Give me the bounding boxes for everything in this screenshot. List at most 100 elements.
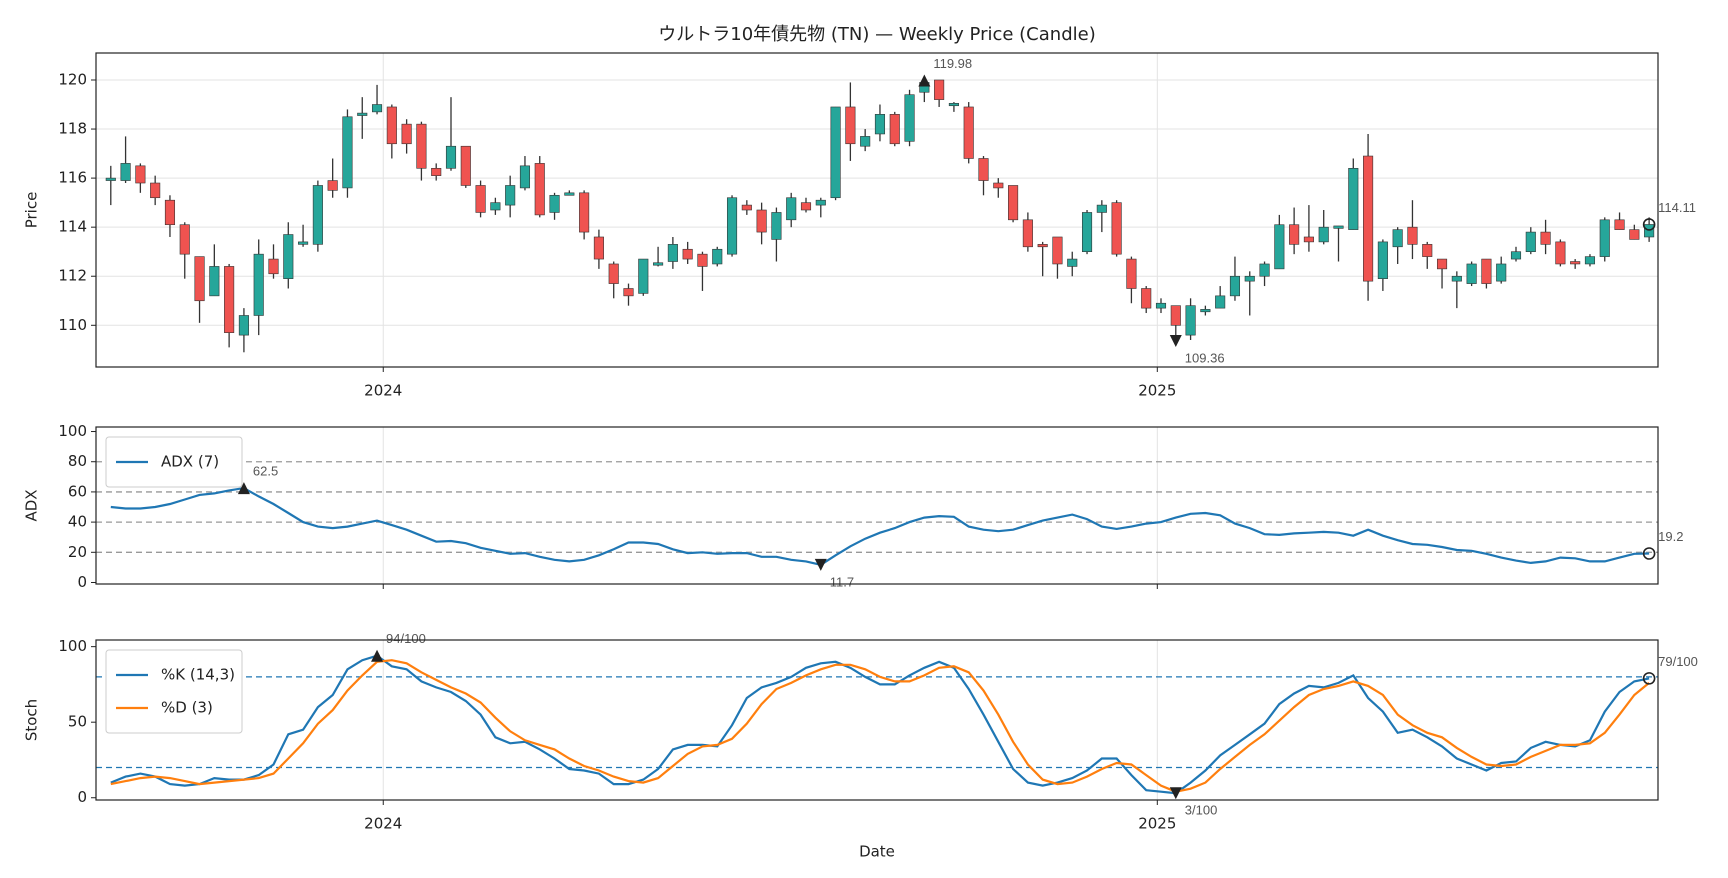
- candle-body: [445, 145, 457, 169]
- candle-body: [1229, 275, 1241, 297]
- candle-body: [579, 192, 590, 233]
- candle-body: [1141, 288, 1152, 309]
- candle-body: [416, 123, 427, 169]
- candle-body: [1481, 258, 1492, 284]
- annotation-label: 3/100: [1185, 803, 1218, 818]
- candle-body: [490, 202, 501, 211]
- candle-body: [1466, 263, 1477, 284]
- candle-body: [1200, 309, 1211, 313]
- annotation-marker: [1169, 334, 1182, 347]
- candle-body: [1363, 155, 1374, 282]
- candle-body: [682, 248, 693, 260]
- candle-body: [1333, 225, 1344, 229]
- candle-body: [593, 236, 604, 260]
- candle-body: [623, 288, 634, 297]
- candle-body: [1259, 263, 1270, 277]
- candle-body: [1008, 185, 1019, 221]
- candle-body: [756, 209, 767, 233]
- legend-label: %D (3): [161, 699, 213, 717]
- y-axis-label: ADX: [23, 489, 41, 521]
- candle-body: [697, 253, 708, 267]
- candle-body: [993, 182, 1004, 189]
- candle-body: [1037, 244, 1048, 248]
- candle-body: [1392, 229, 1403, 248]
- y-axis-label: Stoch: [23, 699, 41, 741]
- candle-body: [1436, 258, 1448, 270]
- plot-frame: [95, 639, 1659, 801]
- candle-body: [1081, 212, 1093, 253]
- y-tick-label: 50: [68, 713, 87, 731]
- annotation-marker: [918, 74, 931, 87]
- candle-body: [342, 116, 353, 189]
- candle-body: [1510, 251, 1522, 260]
- annotation-marker: [371, 649, 384, 662]
- candle-body: [726, 197, 738, 255]
- candle-body: [1067, 258, 1078, 267]
- y-tick-label: 80: [68, 452, 87, 470]
- candle-body: [874, 114, 886, 135]
- candle-body: [608, 263, 619, 284]
- y-tick-label: 114: [58, 218, 87, 236]
- candle-body: [386, 106, 397, 145]
- x-tick-label: 2024: [364, 382, 402, 400]
- candle-body: [1022, 219, 1033, 248]
- candle-body: [1540, 231, 1551, 245]
- y-tick-label: 100: [58, 422, 87, 440]
- candle-body: [534, 163, 545, 216]
- chart-title: ウルトラ10年債先物 (TN) — Weekly Price (Candle): [658, 24, 1095, 45]
- candle-body: [505, 185, 516, 206]
- y-tick-label: 120: [58, 70, 87, 88]
- plot-frame: [95, 52, 1659, 368]
- candle-body: [564, 192, 575, 196]
- candle-body: [1126, 258, 1137, 289]
- candle-body: [298, 241, 309, 245]
- annotation-label: 62.5: [253, 464, 278, 479]
- annotation-marker: [1169, 787, 1182, 800]
- legend-box: [105, 436, 243, 488]
- annotation-label: 119.98: [933, 56, 972, 71]
- annotation-marker: [1642, 672, 1656, 685]
- candle-body: [312, 185, 323, 245]
- candle-body: [741, 204, 752, 211]
- candle-body: [904, 94, 915, 142]
- candle-body: [519, 165, 531, 189]
- candle-body: [283, 234, 294, 279]
- candle-body: [845, 106, 856, 145]
- y-tick-label: 40: [68, 513, 87, 531]
- candle-body: [460, 145, 471, 186]
- candle-body: [401, 123, 412, 145]
- candle-body: [1111, 202, 1122, 255]
- candle-body: [1303, 236, 1314, 243]
- annotation-marker: [237, 482, 250, 495]
- candle-body: [653, 262, 664, 266]
- candle-body: [431, 167, 442, 176]
- candle-body: [179, 224, 190, 255]
- candle-body: [105, 177, 116, 181]
- candle-body: [815, 199, 826, 206]
- candle-body: [150, 182, 161, 199]
- candle-body: [1348, 167, 1359, 230]
- series-line: [110, 659, 1650, 793]
- y-tick-label: 116: [58, 169, 87, 187]
- candle-body: [1274, 224, 1285, 270]
- annotation-marker: [1642, 218, 1656, 231]
- annotation-label: 109.36: [1185, 350, 1225, 365]
- candle-body: [963, 106, 974, 159]
- legend-box: [105, 649, 243, 734]
- candle-body: [327, 180, 338, 191]
- annotation-marker: [1642, 547, 1656, 560]
- candle-body: [164, 199, 176, 226]
- candle-body: [1377, 241, 1388, 279]
- candle-body: [1599, 219, 1610, 257]
- candle-body: [1052, 236, 1063, 265]
- candle-body: [889, 114, 900, 145]
- candle-body: [1422, 244, 1433, 257]
- candle-body: [357, 112, 368, 116]
- y-tick-label: 20: [68, 543, 87, 561]
- candle-body: [1185, 305, 1196, 336]
- candle-body: [978, 158, 989, 181]
- annotation-marker: [814, 558, 827, 571]
- x-tick-label: 2024: [364, 815, 402, 833]
- candle-body: [224, 266, 235, 333]
